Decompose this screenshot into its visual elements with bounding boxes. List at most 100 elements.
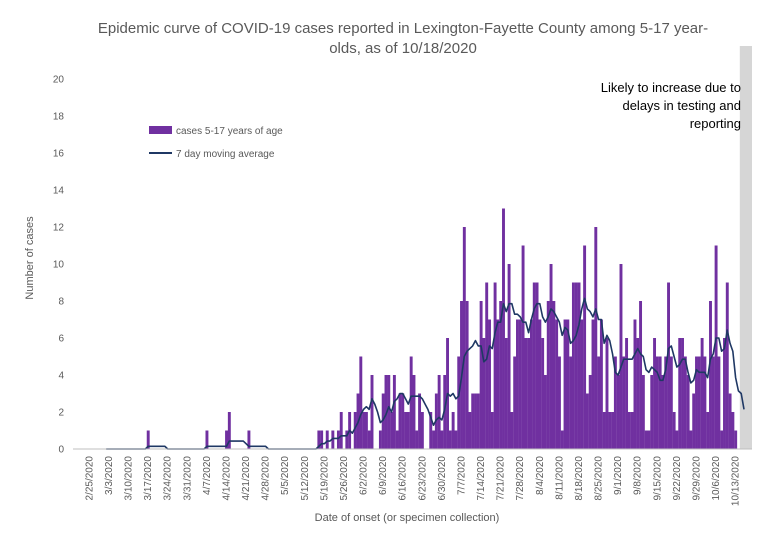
case-bar [488,319,491,449]
x-tick-label: 3/31/2020 [182,456,193,501]
case-bar [625,338,629,449]
y-tick-label: 8 [58,297,64,308]
case-bar [474,393,477,449]
case-bar [633,319,637,449]
case-bar [359,356,363,449]
case-bar [734,430,738,449]
annotation-line-1: Likely to increase due to [601,80,741,95]
case-bar [518,319,522,449]
case-bar [650,375,654,449]
case-bar [325,430,329,449]
case-bar [398,393,402,449]
y-tick-label: 4 [58,371,64,382]
case-bar [622,356,626,449]
case-bar [580,319,584,449]
delay-annotation: Likely to increase due to delays in test… [601,80,741,131]
case-bar [535,282,539,449]
case-bar [611,412,615,449]
x-tick-label: 6/9/2020 [378,456,389,495]
case-bar [711,356,715,449]
case-bar [404,412,408,449]
case-bar [591,319,595,449]
case-bar [524,338,528,449]
case-bar [381,393,385,449]
case-bar [728,393,732,449]
case-bar [415,430,419,449]
case-bar [468,412,472,449]
y-tick-label: 18 [53,112,65,123]
case-bar [457,356,461,449]
case-bar [613,356,617,449]
x-tick-label: 9/15/2020 [652,456,663,501]
case-bar [462,227,466,449]
case-bar [723,338,726,449]
x-tick-label: 10/6/2020 [711,456,722,501]
x-tick-label: 3/17/2020 [143,456,154,501]
x-tick-labels: 2/25/2020 3/3/2020 3/10/2020 3/17/2020 3/24/… [84,456,741,506]
case-bar [532,282,536,449]
case-bar [392,375,396,449]
case-bar [588,375,592,449]
y-tick-label: 10 [53,260,65,271]
y-axis-title: Number of cases [24,216,36,300]
case-bar [692,393,696,449]
x-tick-label: 7/7/2020 [457,456,468,495]
legend-label-average: 7 day moving average [176,149,275,160]
case-bar [655,356,659,449]
case-bar [647,430,651,449]
case-bar [543,375,547,449]
x-axis-title: Date of onset (or specimen collection) [315,512,500,524]
case-bar [697,356,701,449]
case-bar [395,430,399,449]
case-bar [664,356,668,449]
x-tick-label: 7/21/2020 [496,456,507,501]
case-bar [669,356,673,449]
case-bar [616,375,620,449]
case-bar [700,338,704,449]
case-bar [496,319,500,449]
case-bar [549,264,553,449]
case-bar [658,356,662,449]
case-bar [714,245,718,449]
case-bar [569,356,573,449]
x-tick-label: 6/30/2020 [437,456,448,501]
moving-average-line [106,297,745,450]
case-bar [364,412,368,449]
case-bar [541,338,545,449]
case-bar [370,375,374,449]
case-bar [205,430,209,449]
x-tick-label: 3/24/2020 [163,456,174,501]
case-bar [418,393,422,449]
case-bar [574,282,578,449]
case-bar [320,430,324,449]
x-tick-label: 7/14/2020 [476,456,487,501]
x-tick-label: 9/1/2020 [613,456,624,495]
case-bar [583,245,587,449]
case-bar [571,282,575,449]
case-bar [675,430,679,449]
x-tick-label: 4/21/2020 [241,456,252,501]
case-bar [406,412,410,449]
x-tick-label: 9/29/2020 [691,456,702,501]
x-tick-label: 7/28/2020 [515,456,526,501]
moving-average-line-group [106,297,745,450]
case-bar [479,301,483,449]
y-tick-label: 16 [53,149,65,160]
case-bar [437,375,441,449]
case-bar [345,430,349,449]
case-bar [516,319,519,449]
legend-label-cases: cases 5-17 years of age [176,126,283,137]
x-tick-label: 4/7/2020 [202,456,213,495]
case-bar [339,412,343,449]
x-tick-label: 8/11/2020 [554,456,565,500]
case-bar [689,430,693,449]
case-bar [566,319,570,449]
case-bar [530,319,533,449]
case-bar [627,412,631,449]
x-tick-label: 8/18/2020 [574,456,585,501]
case-bar [597,356,601,449]
recent-data-shade [739,46,752,449]
case-bar [538,319,542,449]
case-bar [560,430,564,449]
case-bar [644,430,648,449]
